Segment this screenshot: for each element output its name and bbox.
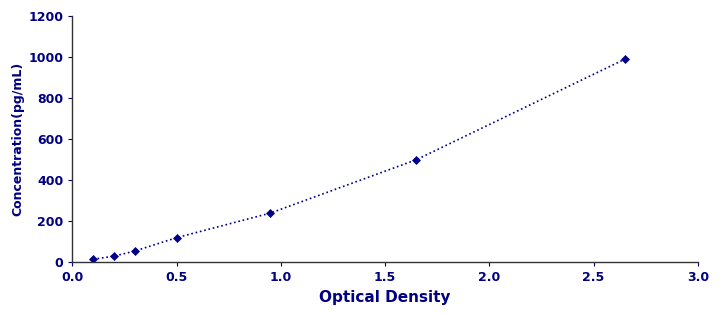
Y-axis label: Concentration(pg/mL): Concentration(pg/mL) — [11, 62, 24, 216]
X-axis label: Optical Density: Optical Density — [319, 290, 451, 305]
